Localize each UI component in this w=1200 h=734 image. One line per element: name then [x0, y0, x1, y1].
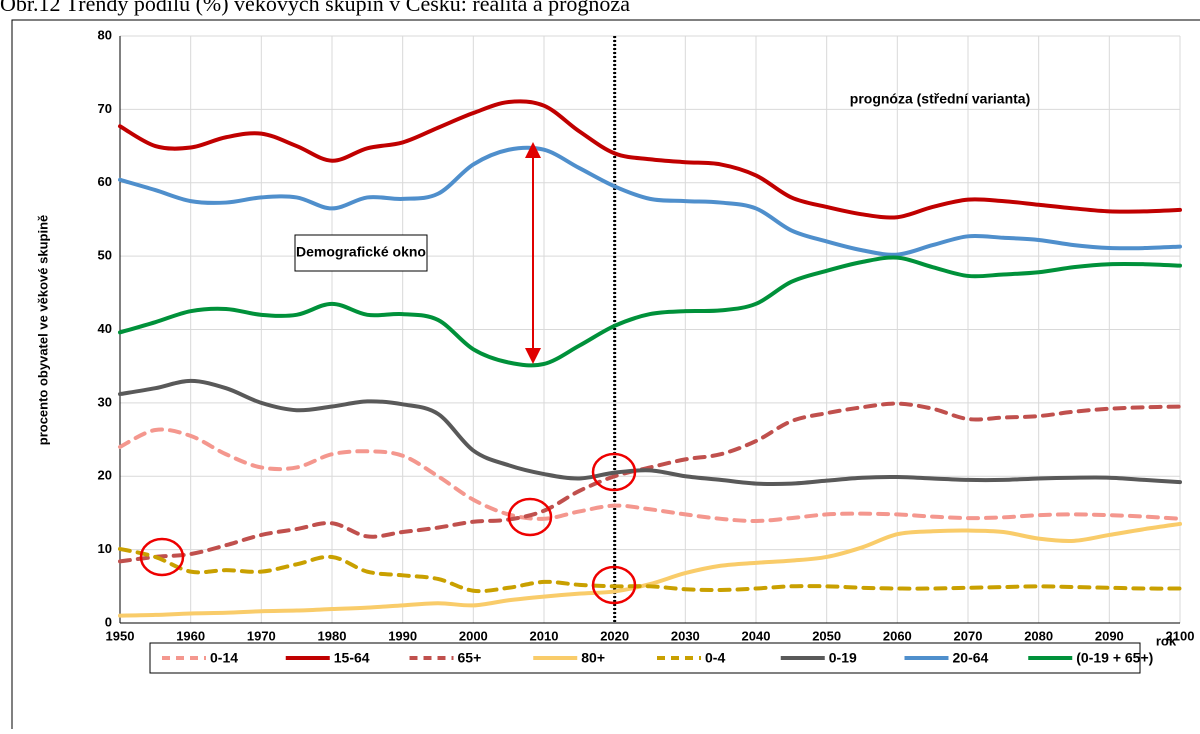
- legend-label: 20-64: [953, 650, 989, 666]
- series-line: [118, 99, 1182, 220]
- x-tick-label: 2040: [742, 628, 771, 643]
- series-line: [118, 427, 1182, 524]
- x-tick-label: 1990: [388, 628, 417, 643]
- legend-entries: 0-14 15-64 65+ 80+ 0-4 0-19 20-64 (0-19 + 65+): [162, 650, 1153, 666]
- series-line: [118, 521, 1182, 618]
- y-tick-label: 80: [98, 27, 112, 42]
- series-line: [118, 378, 1182, 487]
- chart-frame: [11, 19, 1200, 734]
- series-line: [118, 145, 1182, 257]
- y-tick-label: 50: [98, 248, 112, 263]
- legend-label: 80+: [581, 650, 605, 666]
- x-tick-label: 1960: [176, 628, 205, 643]
- x-tick-label: 2020: [600, 628, 629, 643]
- legend-label: 0-4: [705, 650, 725, 666]
- highlight-circle: [591, 565, 637, 605]
- x-axis-label: rok: [1156, 633, 1177, 648]
- legend-label: (0-19 + 65+): [1076, 650, 1153, 666]
- annotation: Demografické okno: [296, 244, 426, 260]
- legend-label: 15-64: [334, 650, 370, 666]
- lines: [118, 99, 1182, 618]
- x-tick-label: 2090: [1095, 628, 1124, 643]
- series-line: [118, 401, 1182, 564]
- x-tick-label: 2070: [954, 628, 983, 643]
- x-tick-label: 2030: [671, 628, 700, 643]
- highlight-circle: [139, 537, 185, 577]
- x-tick-label: 1950: [106, 628, 135, 643]
- x-tick-label: 2000: [459, 628, 488, 643]
- series-line: [118, 255, 1182, 368]
- y-tick-label: 30: [98, 394, 112, 409]
- y-tick-label: 20: [98, 468, 112, 483]
- legend-label: 0-14: [210, 650, 238, 666]
- x-tick-label: 2080: [1024, 628, 1053, 643]
- x-tick-label: 1970: [247, 628, 276, 643]
- x-tick-label: 2060: [883, 628, 912, 643]
- highlight-circle: [507, 497, 553, 537]
- y-tick-label: 0: [105, 614, 112, 629]
- highlight-circle: [591, 452, 637, 492]
- legend-label: 65+: [458, 650, 482, 666]
- y-tick-label: 70: [98, 101, 112, 116]
- y-tick-label: 10: [98, 541, 112, 556]
- series-line: [118, 546, 1182, 594]
- y-tick-label: 60: [98, 174, 112, 189]
- annotation: prognóza (střední varianta): [850, 91, 1030, 107]
- x-tick-label: 2050: [812, 628, 841, 643]
- x-tick-label: 2100: [1166, 628, 1195, 643]
- x-tick-label: 2010: [530, 628, 559, 643]
- x-tick-label: 1980: [318, 628, 347, 643]
- y-axis-label: procento obyvatel ve věkové skupině: [35, 215, 50, 445]
- legend-label: 0-19: [829, 650, 857, 666]
- y-tick-label: 40: [98, 321, 112, 336]
- annotation-box: [294, 234, 428, 272]
- chart-title: Obr.12 Trendy podílu (%) věkových skupin…: [0, 0, 630, 16]
- highlights: [139, 452, 637, 605]
